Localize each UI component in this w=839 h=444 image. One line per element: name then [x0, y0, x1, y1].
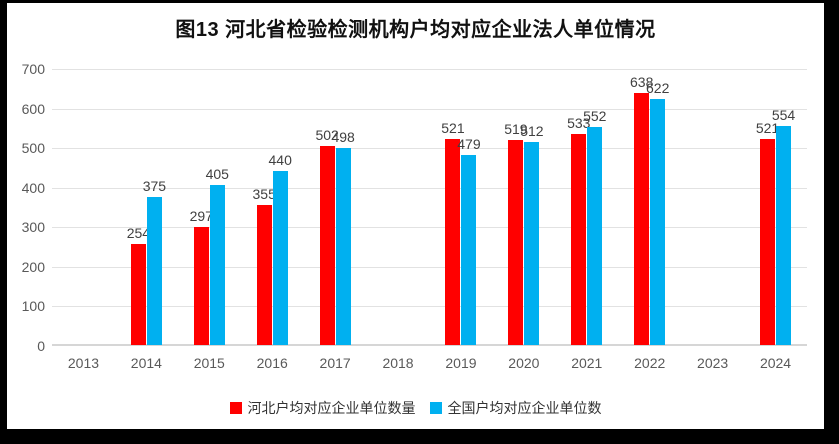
gridline — [52, 306, 807, 307]
bar-s0-2015 — [193, 227, 209, 345]
bar-s1-2022 — [650, 99, 666, 345]
legend-label-hebei: 河北户均对应企业单位数量 — [247, 400, 416, 416]
bar-label-s1-2020: 512 — [520, 123, 544, 139]
bar-label-s1-2016: 440 — [268, 152, 292, 168]
y-tick-label-0: 0 — [37, 338, 45, 354]
gridline — [52, 69, 807, 70]
bar-label-s1-2022: 622 — [646, 80, 670, 96]
bar-label-s0-2019: 521 — [441, 120, 465, 136]
bar-label-s0-2020: 519 — [504, 121, 528, 137]
bar-s1-2020 — [524, 142, 540, 345]
y-tick-label-200: 200 — [21, 259, 45, 275]
legend-swatch-national — [429, 402, 442, 414]
bar-s0-2016 — [256, 205, 272, 345]
bar-s0-2019 — [445, 139, 461, 345]
bar-label-s0-2014: 254 — [126, 225, 151, 241]
gridline — [52, 109, 807, 110]
x-tick-label-2013: 2013 — [67, 355, 100, 371]
bar-s0-2024 — [760, 139, 776, 345]
bar-label-s0-2017: 502 — [315, 127, 339, 143]
bar-label-s0-2022: 638 — [630, 74, 654, 90]
bar-s1-2016 — [272, 171, 288, 345]
bar-s0-2020 — [508, 140, 524, 345]
legend-item-national: 全国户均对应企业单位数 — [429, 398, 602, 418]
bar-label-s0-2021: 533 — [567, 115, 591, 131]
chart-canvas: 图13 河北省检验检测机构户均对应企业法人单位情况 0 100 200 300 400 5… — [7, 3, 824, 429]
x-tick-label-2024: 2024 — [759, 355, 792, 371]
bar-label-s1-2015: 405 — [205, 166, 229, 182]
x-tick-label-2015: 2015 — [193, 355, 225, 371]
plot-area: 254 375 297 405 355 440 502 498 521 479 519 512 533 5… — [52, 69, 807, 346]
bar-label-s0-2016: 355 — [252, 186, 276, 202]
y-tick-label-600: 600 — [21, 101, 45, 117]
bar-s1-2017 — [335, 148, 351, 345]
bar-s1-2015 — [209, 185, 225, 345]
y-tick-label-700: 700 — [21, 61, 45, 77]
bar-label-s1-2021: 552 — [583, 108, 607, 124]
y-tick-label-500: 500 — [21, 140, 45, 156]
x-tick-label-2021: 2021 — [571, 355, 603, 371]
x-tick-label-2020: 2020 — [508, 355, 540, 371]
gridline — [52, 267, 807, 268]
y-axis: 0 100 200 300 400 500 600 700 — [7, 3, 47, 429]
x-tick-label-2019: 2019 — [445, 355, 477, 371]
x-axis-line — [52, 344, 807, 346]
gridline — [52, 148, 807, 149]
bar-label-s0-2015: 297 — [189, 208, 213, 224]
x-axis: 2013 2014 2015 2016 2017 2018 2019 2020 2021 2022… — [52, 355, 807, 375]
y-tick-label-400: 400 — [21, 180, 45, 196]
bar-s0-2021 — [571, 134, 587, 345]
x-tick-label-2017: 2017 — [319, 355, 351, 371]
x-tick-label-2018: 2018 — [382, 355, 414, 371]
bar-label-s1-2014: 375 — [142, 178, 167, 194]
bar-label-s1-2024: 554 — [771, 107, 796, 123]
x-tick-label-2014: 2014 — [130, 355, 162, 371]
x-tick-label-2016: 2016 — [256, 355, 288, 371]
bar-s1-2024 — [776, 126, 792, 345]
bar-s1-2021 — [587, 127, 603, 345]
bar-s1-2019 — [461, 155, 477, 345]
bar-label-s0-2024: 521 — [755, 120, 780, 136]
x-tick-label-2023: 2023 — [697, 355, 729, 371]
bar-label-s1-2019: 479 — [457, 136, 481, 152]
chart-title: 图13 河北省检验检测机构户均对应企业法人单位情况 — [175, 19, 656, 41]
legend-swatch-hebei — [229, 402, 242, 414]
gridline — [52, 227, 807, 228]
bar-s1-2014 — [146, 197, 162, 345]
gridline — [52, 188, 807, 189]
bar-s0-2017 — [319, 146, 335, 345]
legend-label-national: 全国户均对应企业单位数 — [447, 400, 602, 416]
x-tick-label-2022: 2022 — [634, 355, 666, 371]
y-tick-label-100: 100 — [21, 298, 45, 314]
y-tick-label-300: 300 — [21, 219, 45, 235]
bar-label-s1-2017: 498 — [331, 129, 355, 145]
legend: 河北户均对应企业单位数量 全国户均对应企业单位数 — [7, 398, 824, 418]
bar-s0-2014 — [130, 244, 146, 345]
bar-s0-2022 — [634, 93, 650, 345]
legend-item-hebei: 河北户均对应企业单位数量 — [229, 398, 416, 418]
